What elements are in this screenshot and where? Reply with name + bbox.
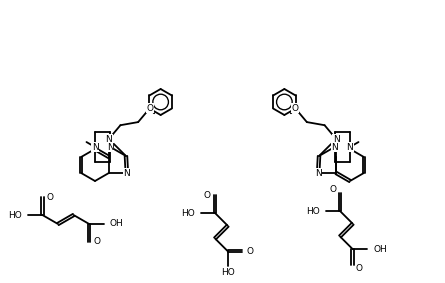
Text: N: N [333,134,340,143]
Text: O: O [46,192,53,201]
Text: OH: OH [373,245,387,254]
Text: O: O [330,185,337,194]
Text: HO: HO [221,268,235,277]
Text: OH: OH [109,220,123,228]
Text: N: N [331,143,338,151]
Text: N: N [347,143,353,151]
Text: N: N [92,143,98,151]
Text: HO: HO [306,207,320,215]
Text: HO: HO [181,209,194,218]
Text: O: O [93,237,100,246]
Text: N: N [107,143,114,151]
Text: N: N [123,168,130,177]
Text: N: N [315,168,322,177]
Text: O: O [356,264,363,273]
Text: O: O [246,247,253,256]
Text: O: O [146,104,153,113]
Text: N: N [105,134,112,143]
Text: O: O [292,104,299,113]
Text: O: O [204,190,211,200]
Text: HO: HO [8,211,22,220]
